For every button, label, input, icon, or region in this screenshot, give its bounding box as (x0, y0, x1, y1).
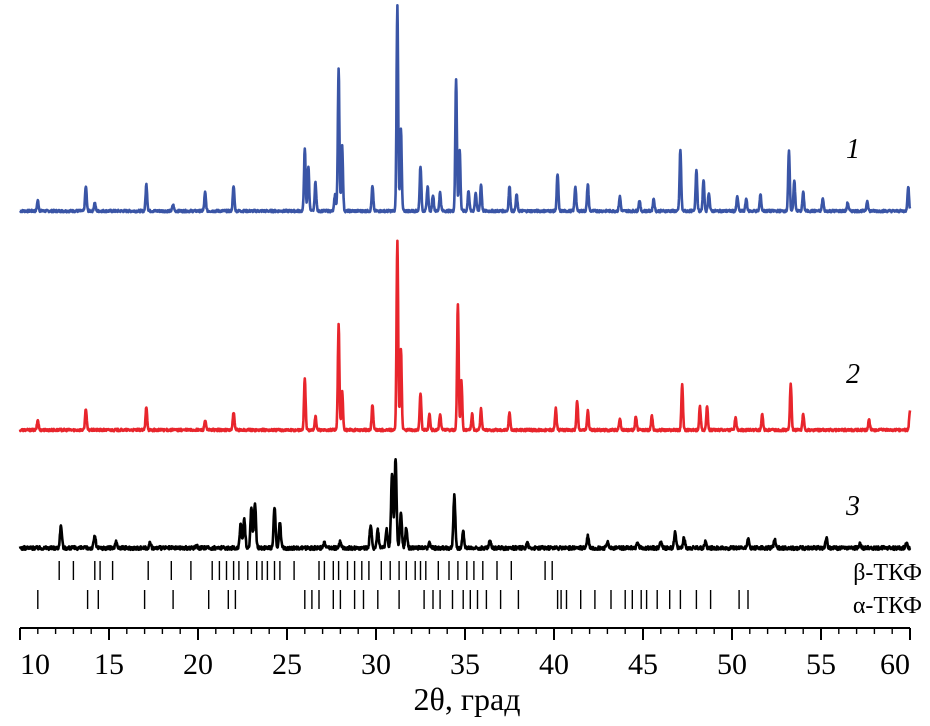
curve-label-1: 1 (846, 134, 860, 165)
x-tick-label: 25 (272, 648, 302, 681)
curve-3 (18, 457, 912, 552)
curve-2 (18, 239, 912, 433)
x-tick-label: 20 (183, 648, 213, 681)
x-tick-label: 30 (361, 648, 391, 681)
x-tick-label: 50 (717, 648, 747, 681)
curve-1 (19, 4, 912, 214)
curve-label-2: 2 (846, 359, 860, 390)
x-tick-label: 15 (94, 648, 124, 681)
x-tick-label: 10 (20, 648, 50, 681)
x-axis-title: 2θ, град (414, 681, 521, 717)
reference-tick-rows (37, 561, 749, 609)
curve-label-3: 3 (845, 491, 860, 522)
x-tick-label: 35 (450, 648, 480, 681)
x-tick-label: 55 (806, 648, 836, 681)
phase-label-beta: β-ТКФ (853, 560, 922, 586)
diffraction-curves (18, 4, 912, 552)
x-tick-label: 60 (880, 648, 910, 681)
x-ticks: 10 15 20 25 30 35 40 45 50 55 60 (19, 628, 911, 681)
x-tick-label: 45 (628, 648, 658, 681)
phase-label-alpha: α-ТКФ (853, 593, 922, 619)
x-tick-label: 40 (539, 648, 569, 681)
